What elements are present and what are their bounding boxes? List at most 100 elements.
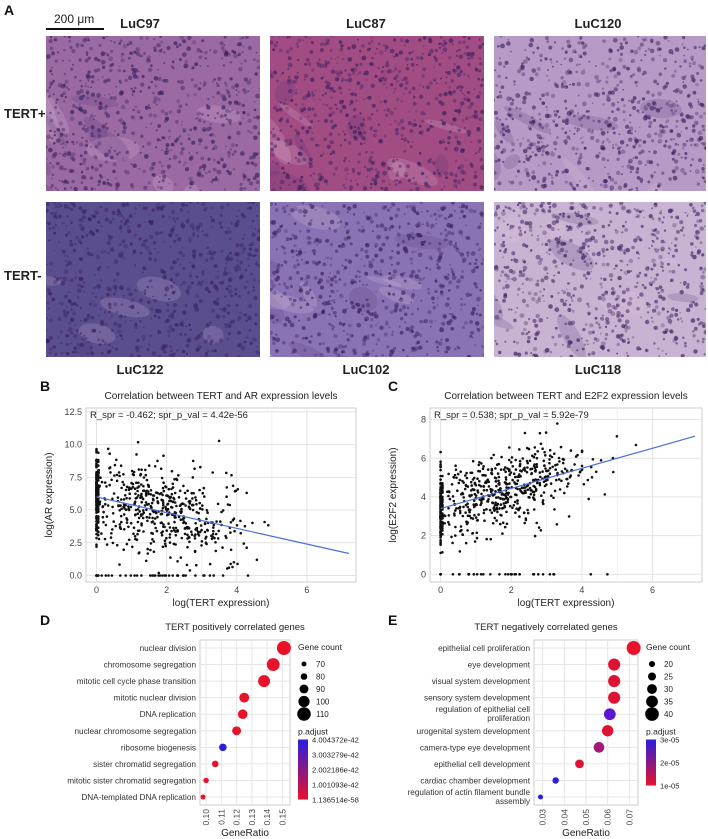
nucleus — [162, 174, 167, 179]
nucleus — [381, 161, 386, 166]
nucleus — [422, 53, 424, 55]
nucleus — [526, 157, 531, 162]
nucleus — [70, 317, 75, 323]
nucleus — [653, 118, 657, 122]
nucleus — [80, 175, 86, 180]
nucleus — [621, 165, 624, 168]
nucleus — [241, 36, 245, 40]
nucleus — [108, 93, 111, 96]
nucleus — [419, 319, 423, 324]
nucleus — [339, 48, 343, 52]
nucleus — [655, 230, 660, 235]
data-point — [162, 481, 165, 484]
nucleus — [606, 302, 612, 308]
nucleus — [113, 302, 118, 307]
nucleus — [124, 79, 128, 82]
nucleus — [341, 100, 344, 103]
data-point — [225, 495, 228, 498]
nucleus — [518, 270, 523, 274]
nucleus — [503, 266, 506, 268]
nucleus — [281, 71, 285, 75]
nucleus — [456, 179, 462, 185]
nucleus — [158, 232, 161, 235]
nucleus — [80, 235, 85, 239]
scale-bar-label: 200 μm — [54, 12, 95, 26]
nucleus — [498, 309, 502, 314]
nucleus — [215, 297, 220, 302]
nucleus — [410, 231, 415, 236]
nucleus — [667, 39, 670, 42]
nucleus — [639, 316, 643, 319]
nucleus — [434, 279, 438, 283]
nucleus — [73, 346, 78, 351]
nucleus — [661, 265, 664, 269]
nucleus — [78, 58, 82, 62]
nucleus — [209, 49, 212, 52]
nucleus — [538, 112, 541, 116]
nucleus — [398, 180, 402, 185]
nucleus — [504, 283, 510, 289]
nucleus — [664, 125, 668, 129]
nucleus — [696, 249, 702, 254]
nucleus — [125, 202, 130, 207]
nucleus — [172, 281, 176, 285]
nucleus — [329, 87, 334, 92]
nucleus — [203, 338, 209, 344]
nucleus — [600, 345, 606, 350]
nucleus — [444, 302, 450, 307]
data-point — [119, 498, 123, 501]
nucleus — [499, 274, 502, 277]
nucleus — [299, 107, 303, 111]
nucleus — [495, 208, 498, 211]
nucleus — [384, 45, 389, 50]
nucleus — [677, 264, 680, 267]
data-point — [212, 574, 215, 577]
nucleus — [166, 309, 170, 313]
nucleus — [617, 146, 621, 151]
nucleus — [398, 227, 401, 230]
nucleus — [55, 277, 59, 281]
data-point — [219, 520, 222, 523]
nucleus — [76, 90, 81, 95]
nucleus — [670, 215, 673, 219]
nucleus — [292, 264, 298, 269]
nucleus — [446, 70, 451, 75]
nucleus — [553, 274, 555, 277]
nucleus — [349, 333, 354, 338]
data-point — [124, 488, 128, 492]
data-point — [144, 492, 148, 495]
nucleus — [522, 205, 526, 209]
nucleus — [185, 289, 190, 294]
nucleus — [412, 289, 415, 291]
nucleus — [638, 271, 642, 275]
nucleus — [335, 270, 341, 275]
nucleus — [597, 119, 601, 123]
nucleus — [539, 59, 543, 62]
nucleus — [567, 307, 572, 313]
nucleus — [89, 302, 92, 306]
nucleus — [495, 211, 497, 213]
nucleus — [681, 75, 686, 81]
nucleus — [333, 334, 338, 339]
nucleus — [654, 228, 657, 232]
nucleus — [407, 178, 412, 182]
nucleus — [48, 227, 51, 231]
nucleus — [47, 288, 51, 292]
nucleus — [566, 291, 569, 294]
nucleus — [702, 324, 706, 329]
nucleus — [248, 244, 251, 247]
nucleus — [181, 52, 187, 57]
nucleus — [63, 312, 68, 318]
nucleus — [106, 349, 111, 355]
nucleus — [438, 93, 443, 97]
nucleus — [314, 208, 317, 211]
nucleus — [367, 95, 372, 100]
nucleus — [305, 290, 310, 296]
nucleus — [461, 148, 465, 152]
nucleus — [169, 278, 174, 282]
nucleus — [188, 152, 191, 154]
nucleus — [146, 55, 151, 60]
nucleus — [309, 162, 312, 165]
nucleus — [169, 135, 171, 138]
nucleus — [438, 100, 442, 104]
